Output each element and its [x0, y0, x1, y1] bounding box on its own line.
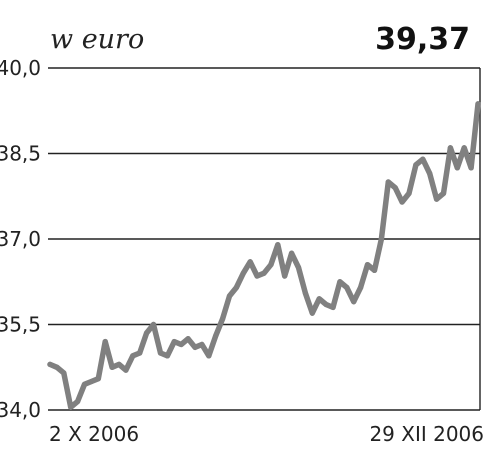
data-point	[461, 145, 467, 151]
data-point	[178, 341, 184, 348]
data-point	[454, 165, 460, 171]
data-point	[371, 267, 378, 273]
data-point	[144, 330, 150, 336]
data-point	[206, 353, 212, 359]
data-point	[344, 284, 350, 291]
data-point	[316, 296, 322, 302]
data-point	[109, 364, 115, 370]
data-point	[123, 367, 129, 373]
data-point	[302, 290, 309, 296]
unit-label: w euro	[50, 24, 144, 55]
data-point	[247, 259, 253, 265]
data-point	[150, 321, 157, 328]
data-point	[226, 293, 233, 299]
data-point	[88, 378, 95, 385]
data-point	[399, 199, 405, 205]
data-point	[240, 270, 246, 276]
series-layer	[47, 101, 481, 410]
data-point	[213, 333, 219, 339]
data-point	[95, 376, 101, 382]
data-point	[75, 398, 81, 405]
y-tick-label: 35,5	[0, 313, 41, 337]
data-point	[116, 361, 122, 367]
data-point	[254, 273, 260, 279]
data-point	[268, 262, 274, 268]
x-tick-label: 29 XII 2006	[369, 422, 484, 446]
y-tick-label: 38,5	[0, 142, 41, 166]
data-point	[68, 404, 74, 410]
data-point	[406, 190, 412, 196]
data-point	[295, 264, 302, 271]
data-point	[81, 381, 88, 387]
data-point	[61, 370, 67, 376]
data-point	[351, 299, 357, 305]
data-point	[440, 190, 447, 196]
data-point	[192, 344, 198, 350]
data-point	[392, 185, 398, 191]
data-point	[47, 361, 53, 367]
gridlines	[48, 67, 481, 411]
data-point	[337, 279, 343, 285]
data-point	[475, 101, 481, 107]
data-point	[199, 341, 205, 348]
data-point	[137, 350, 143, 356]
data-point	[233, 284, 239, 291]
data-point	[282, 273, 288, 279]
data-point	[413, 162, 419, 168]
data-point	[261, 270, 267, 276]
data-point	[427, 170, 433, 177]
data-point	[378, 236, 384, 242]
y-axis-ticks: 34,0 35,5 37,0 38,5 40,0	[0, 56, 41, 422]
data-point	[420, 156, 426, 162]
data-point	[433, 196, 440, 202]
data-point	[102, 339, 108, 345]
data-point	[54, 364, 60, 370]
data-point	[171, 339, 177, 345]
x-tick-label: 2 X 2006	[49, 422, 139, 446]
data-point	[358, 284, 364, 291]
data-point	[130, 353, 136, 359]
data-point	[364, 262, 371, 268]
data-point	[289, 250, 295, 256]
data-point	[164, 353, 170, 359]
data-point	[309, 310, 315, 316]
data-point	[219, 316, 226, 322]
data-point	[157, 350, 164, 356]
data-point	[385, 179, 391, 185]
data-point	[185, 336, 191, 342]
data-point	[468, 165, 474, 171]
y-tick-label: 34,0	[0, 398, 41, 422]
y-tick-label: 40,0	[0, 56, 41, 80]
data-point	[323, 301, 329, 308]
series-line	[47, 101, 481, 410]
y-tick-label: 37,0	[0, 227, 41, 251]
data-point	[330, 304, 336, 310]
last-value: 39,37	[375, 22, 470, 57]
data-point	[275, 242, 281, 248]
data-point	[447, 145, 453, 151]
x-axis-ticks: 2 X 2006 29 XII 2006	[49, 422, 484, 446]
